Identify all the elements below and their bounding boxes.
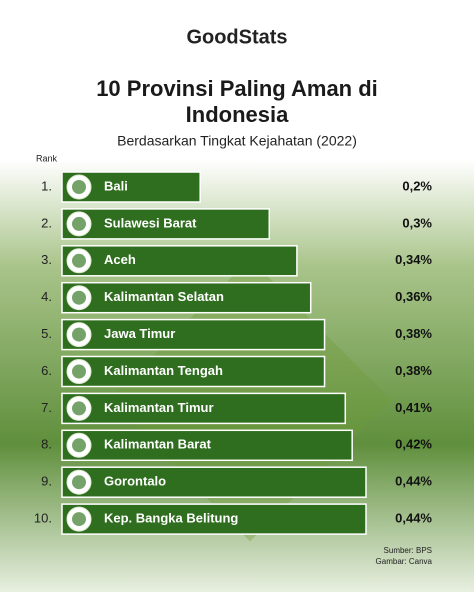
- value-label: 0,44%: [395, 474, 432, 489]
- value-label: 0,2%: [402, 178, 432, 193]
- rank-label: 2.: [41, 215, 52, 230]
- bar: [61, 429, 353, 462]
- rank-label: 6.: [41, 363, 52, 378]
- province-emblem: [72, 475, 86, 490]
- value-label: 0,36%: [395, 289, 432, 304]
- image-credit: Gambar: Canva: [376, 557, 433, 566]
- brand-logo: GoodStats: [186, 26, 287, 48]
- source: Sumber: BPS: [384, 546, 432, 555]
- value-label: 0,44%: [395, 511, 432, 526]
- value-label: 0,38%: [395, 363, 432, 378]
- rank-label: 5.: [41, 326, 52, 341]
- bar: [61, 355, 326, 388]
- province-emblem: [72, 512, 86, 527]
- rank-header: Rank: [36, 153, 58, 163]
- category-label: Jawa Timur: [104, 326, 175, 341]
- bar: [61, 318, 326, 351]
- province-emblem: [72, 364, 86, 379]
- bar: [61, 281, 312, 314]
- bar: [61, 503, 367, 535]
- rank-label: 3.: [41, 252, 52, 267]
- value-label: 0,34%: [395, 252, 432, 267]
- category-label: Sulawesi Barat: [104, 215, 197, 230]
- bar: [61, 392, 347, 425]
- category-label: Bali: [104, 178, 128, 193]
- rank-label: 9.: [41, 474, 52, 489]
- province-emblem: [72, 216, 86, 231]
- value-label: 0,3%: [402, 215, 432, 230]
- category-label: Gorontalo: [104, 474, 166, 489]
- category-label: Kalimantan Selatan: [104, 289, 224, 304]
- category-label: Kalimantan Barat: [104, 437, 212, 452]
- province-emblem: [72, 290, 86, 305]
- bar: [61, 208, 271, 240]
- value-label: 0,42%: [395, 437, 432, 452]
- chart-title: 10 Provinsi Paling Aman di Indonesia: [96, 76, 378, 127]
- subtitle: Berdasarkan Tingkat Kejahatan (2022): [117, 133, 357, 149]
- bar: [61, 466, 367, 498]
- rank-label: 7.: [41, 400, 52, 415]
- category-label: Kalimantan Tengah: [104, 363, 223, 378]
- category-label: Kep. Bangka Belitung: [104, 511, 238, 526]
- province-emblem: [72, 253, 86, 268]
- rank-label: 1.: [41, 178, 52, 193]
- value-label: 0,41%: [395, 400, 432, 415]
- province-emblem: [72, 401, 86, 416]
- rank-label: 8.: [41, 437, 52, 452]
- bar: [61, 245, 298, 277]
- province-emblem: [72, 438, 86, 453]
- rank-label: 4.: [41, 289, 52, 304]
- rank-label: 10.: [34, 511, 52, 526]
- province-emblem: [72, 327, 86, 342]
- category-label: Aceh: [104, 252, 136, 267]
- value-label: 0,38%: [395, 326, 432, 341]
- category-label: Kalimantan Timur: [104, 400, 214, 415]
- province-emblem: [72, 180, 86, 194]
